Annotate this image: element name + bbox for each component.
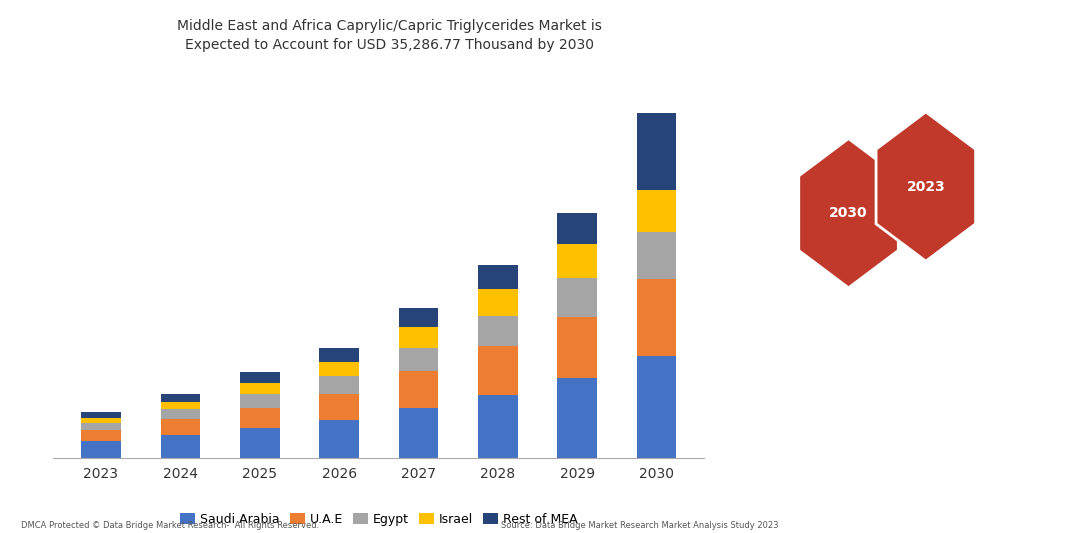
Bar (160, 419, 201, 435)
Polygon shape (876, 112, 975, 261)
Bar (637, 232, 676, 279)
Bar (399, 327, 439, 348)
Bar (160, 394, 201, 402)
Bar (319, 394, 359, 420)
Bar (240, 394, 280, 408)
Text: 2030: 2030 (829, 206, 867, 220)
Bar (319, 420, 359, 458)
Polygon shape (546, 0, 731, 470)
Bar (478, 346, 517, 395)
Bar (81, 441, 121, 458)
Polygon shape (799, 139, 898, 288)
Bar (81, 423, 121, 430)
Bar (478, 289, 517, 316)
Bar (399, 308, 439, 327)
Bar (478, 316, 517, 346)
Text: Middle East and Africa Caprylic/Capric Triglycerides Market is
Expected to Accou: Middle East and Africa Caprylic/Capric T… (177, 19, 602, 52)
Bar (81, 430, 121, 441)
Bar (637, 356, 676, 458)
Text: Source: Data Bridge Market Research Market Analysis Study 2023: Source: Data Bridge Market Research Mark… (501, 521, 779, 530)
Bar (160, 435, 201, 458)
Text: DATA BRIDGE MARKET
RESEARCH: DATA BRIDGE MARKET RESEARCH (829, 304, 1003, 334)
Bar (478, 395, 517, 458)
Bar (637, 279, 676, 356)
Bar (557, 378, 598, 458)
Text: Middle East and Africa Caprylic/Capric
Triglycerides Market, By 2030: Middle East and Africa Caprylic/Capric T… (773, 27, 1058, 55)
Bar (160, 402, 201, 409)
Bar (240, 428, 280, 458)
Bar (637, 113, 676, 190)
Bar (557, 244, 598, 278)
Bar (319, 348, 359, 361)
Bar (240, 383, 280, 394)
Bar (557, 317, 598, 378)
Bar (637, 190, 676, 232)
Bar (557, 278, 598, 317)
Bar (81, 413, 121, 418)
Bar (319, 361, 359, 376)
Legend: Saudi Arabia, U.A.E, Egypt, Israel, Rest of MEA: Saudi Arabia, U.A.E, Egypt, Israel, Rest… (175, 508, 583, 531)
Bar (399, 372, 439, 408)
Bar (160, 409, 201, 419)
Bar (81, 418, 121, 423)
Bar (399, 408, 439, 458)
Bar (399, 348, 439, 372)
Text: DMCA Protected © Data Bridge Market Research-  All Rights Reserved.: DMCA Protected © Data Bridge Market Rese… (21, 521, 320, 530)
Bar (240, 408, 280, 428)
Text: 2023: 2023 (907, 180, 945, 193)
Bar (557, 213, 598, 244)
Bar (240, 373, 280, 383)
Bar (319, 376, 359, 394)
Bar (478, 265, 517, 289)
